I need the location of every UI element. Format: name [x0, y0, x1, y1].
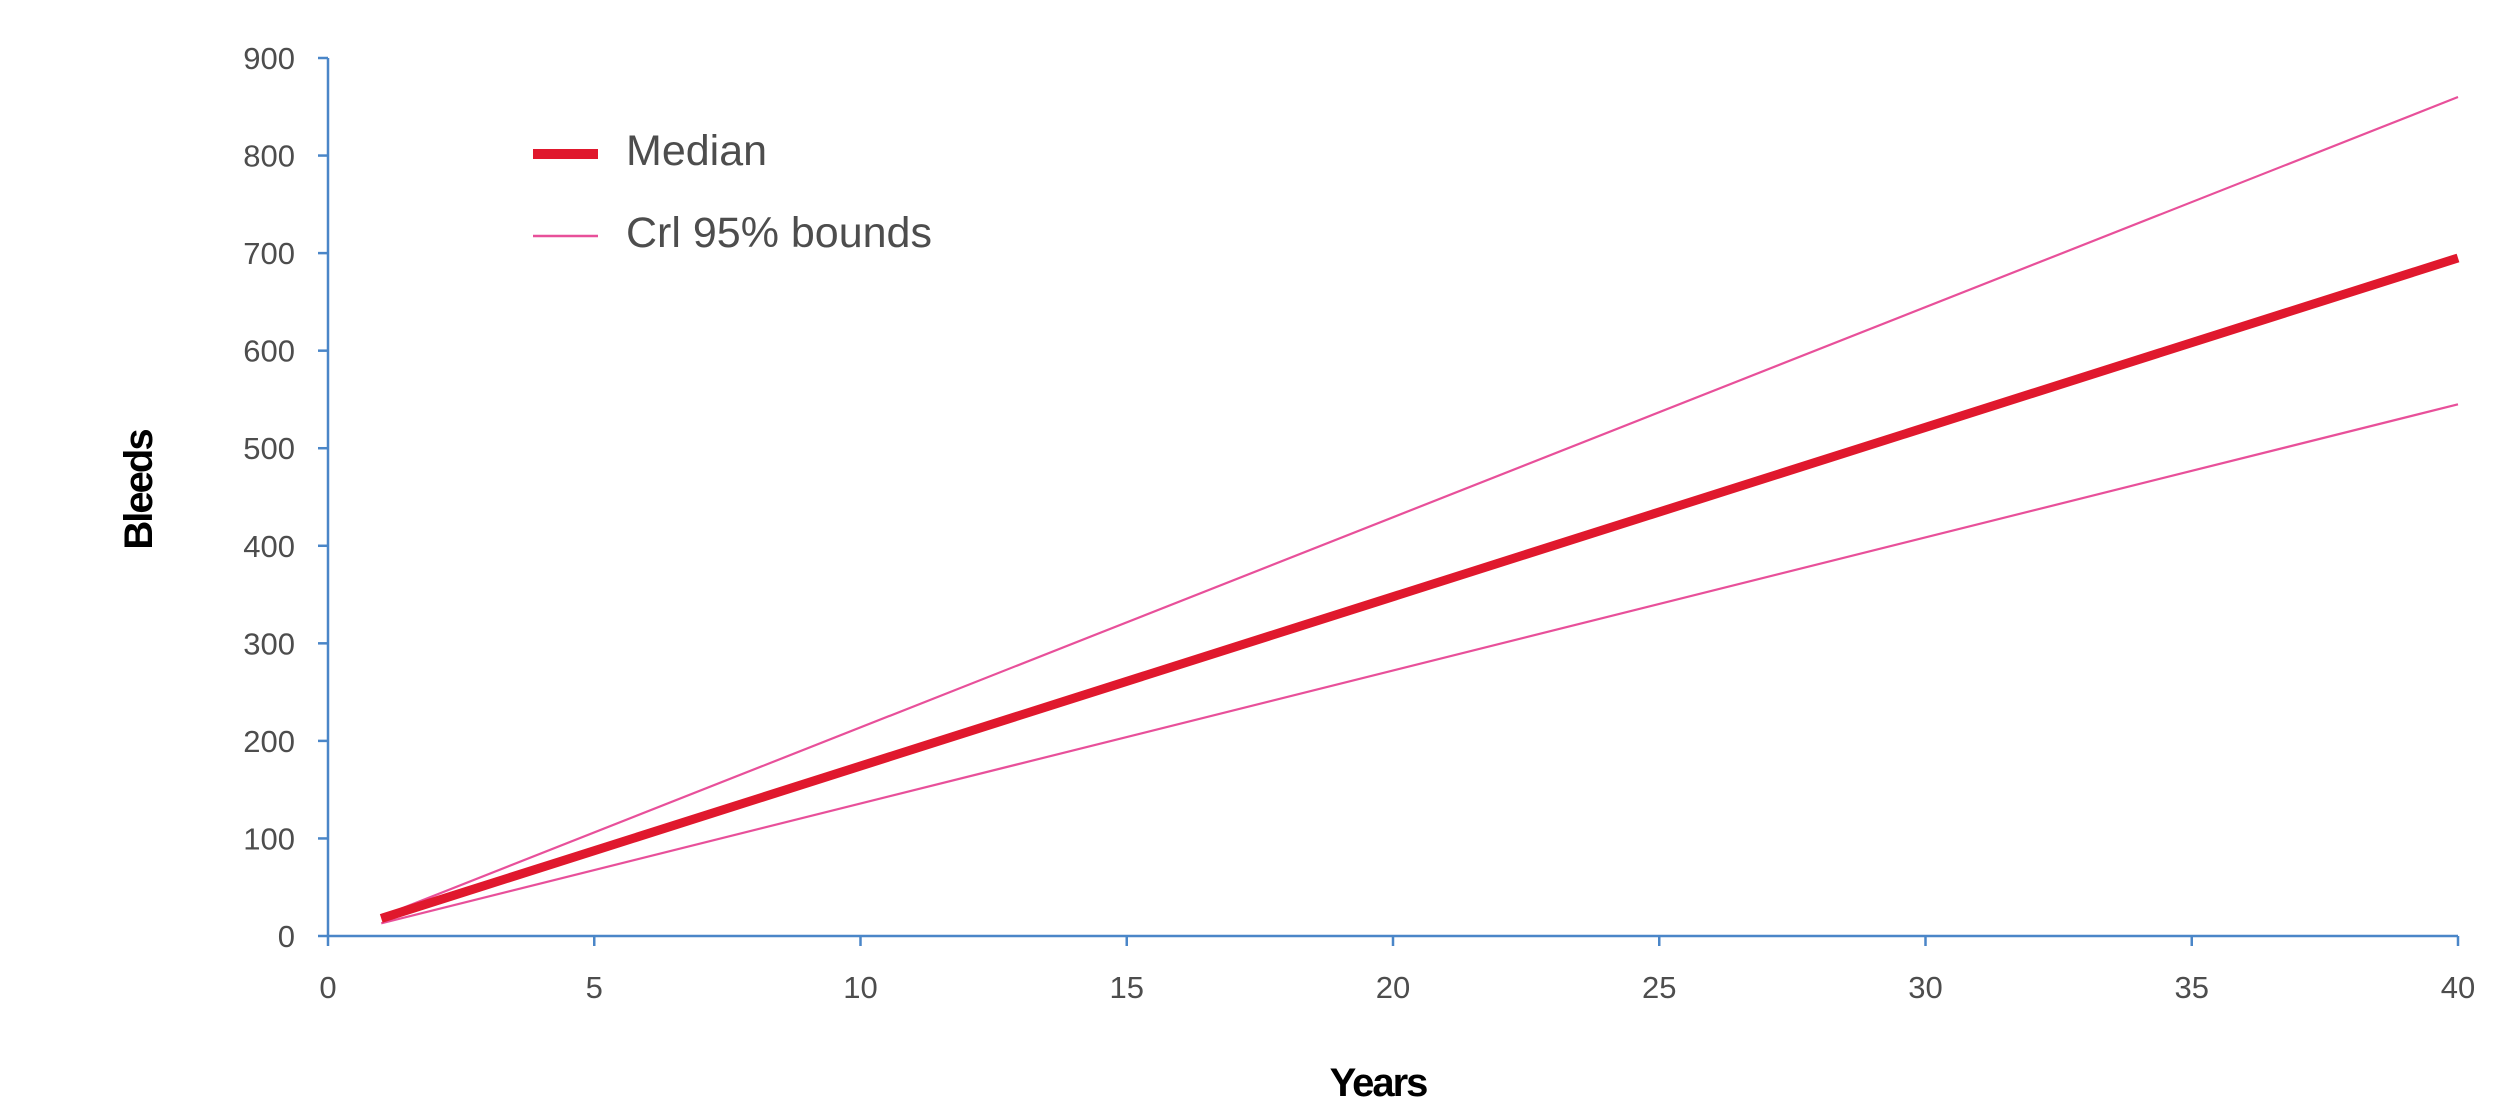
x-tick-label: 5 [586, 970, 603, 1005]
x-tick-label: 30 [1908, 970, 1942, 1005]
y-tick-label: 500 [243, 431, 295, 466]
x-tick-label: 15 [1110, 970, 1144, 1005]
legend-label-bounds: Crl 95% bounds [626, 209, 932, 257]
y-tick-label: 400 [243, 529, 295, 564]
series-line-upper [380, 95, 2459, 918]
y-tick-label: 100 [243, 821, 295, 856]
y-axis-title: Bleeds [117, 430, 161, 550]
y-tick-label: 300 [243, 626, 295, 661]
x-tick-label: 40 [2441, 970, 2475, 1005]
series-line-lower [380, 403, 2459, 925]
y-tick-label: 700 [243, 236, 295, 271]
y-axis-ticks: 0 100 200 300 400 500 600 700 800 900 [243, 41, 328, 954]
legend: Median Crl 95% bounds [533, 127, 932, 257]
y-tick-label: 800 [243, 139, 295, 174]
y-tick-label: 0 [278, 919, 295, 954]
x-tick-label: 25 [1642, 970, 1676, 1005]
x-tick-label: 35 [2175, 970, 2209, 1005]
y-tick-label: 900 [243, 41, 295, 76]
x-tick-label: 0 [319, 970, 336, 1005]
y-tick-label: 600 [243, 334, 295, 369]
series-line-median [379, 253, 2460, 923]
legend-label-median: Median [626, 127, 767, 175]
x-axis-ticks: 0 5 10 15 20 25 30 35 40 [319, 936, 2475, 1005]
axes [326, 58, 2458, 938]
x-tick-label: 10 [843, 970, 877, 1005]
x-axis-title: Years [1330, 1061, 1428, 1101]
series-lines [379, 95, 2460, 925]
y-tick-label: 200 [243, 724, 295, 759]
x-tick-label: 20 [1376, 970, 1410, 1005]
